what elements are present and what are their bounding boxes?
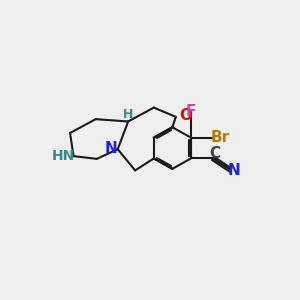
- Text: Br: Br: [211, 130, 230, 145]
- Text: H: H: [123, 108, 134, 121]
- Text: F: F: [186, 104, 196, 119]
- Text: C: C: [209, 146, 220, 160]
- Text: O: O: [179, 108, 192, 123]
- Text: N: N: [228, 163, 241, 178]
- Text: HN: HN: [52, 149, 75, 163]
- Text: N: N: [105, 141, 118, 156]
